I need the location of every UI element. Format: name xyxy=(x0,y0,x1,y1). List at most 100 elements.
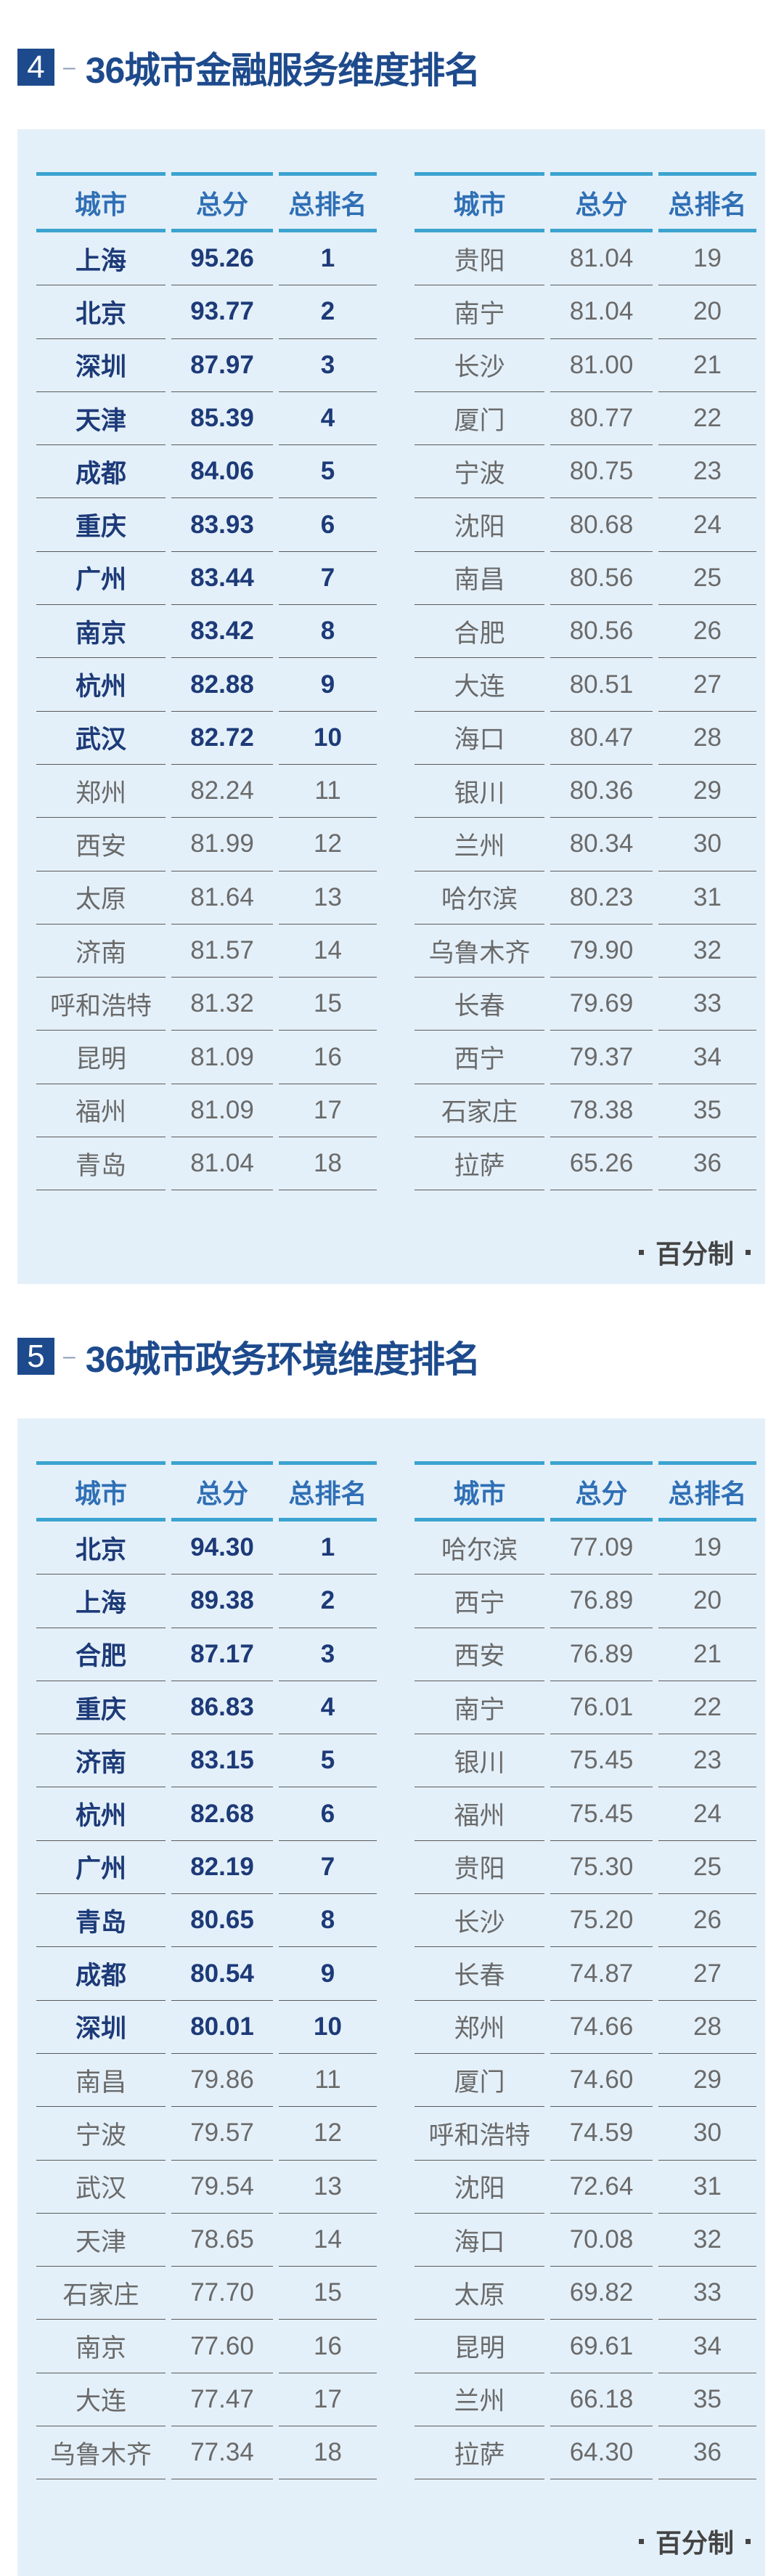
table-cell-score: 64.30 xyxy=(550,2426,653,2480)
table-cell-rank: 15 xyxy=(279,2267,377,2320)
table-cell-city: 兰州 xyxy=(415,2373,544,2427)
table-cell-city: 深圳 xyxy=(36,2001,166,2054)
table-cell-city: 深圳 xyxy=(36,339,166,392)
table-cell-city: 长春 xyxy=(415,1947,544,2001)
table-cell-rank: 8 xyxy=(279,1894,377,1948)
table-cell-city: 石家庄 xyxy=(36,2267,166,2320)
table-cell-rank: 14 xyxy=(279,2214,377,2267)
table-cell-city: 太原 xyxy=(36,871,166,925)
table-cell-rank: 30 xyxy=(658,818,756,871)
table-cell-rank: 14 xyxy=(279,925,377,978)
table-cell-rank: 7 xyxy=(279,552,377,606)
table-cell-rank: 36 xyxy=(658,2426,756,2480)
table-cell-rank: 22 xyxy=(658,1681,756,1735)
table-cell-score: 83.93 xyxy=(171,498,273,552)
table-cell-score: 76.01 xyxy=(550,1681,653,1735)
table-cell-rank: 29 xyxy=(658,765,756,818)
column-header-city: 城市 xyxy=(415,172,544,232)
table-cell-score: 77.47 xyxy=(171,2373,273,2427)
table-cell-rank: 24 xyxy=(658,498,756,552)
table-cell-score: 81.09 xyxy=(171,1084,273,1138)
table-cell-score: 81.99 xyxy=(171,818,273,871)
table-cell-rank: 32 xyxy=(658,925,756,978)
table-cell-rank: 34 xyxy=(658,2320,756,2373)
table-cell-score: 75.45 xyxy=(550,1734,653,1788)
table-cell-rank: 16 xyxy=(279,2320,377,2373)
table-cell-city: 广州 xyxy=(36,1841,166,1895)
table-cell-rank: 1 xyxy=(279,1521,377,1575)
table-cell-rank: 6 xyxy=(279,1787,377,1841)
table-cell-city: 成都 xyxy=(36,1947,166,2001)
table-cell-city: 哈尔滨 xyxy=(415,1521,544,1575)
table-cell-score: 82.88 xyxy=(171,658,273,712)
table-cell-rank: 23 xyxy=(658,1734,756,1788)
table-cell-city: 大连 xyxy=(36,2373,166,2427)
table-cell-rank: 3 xyxy=(279,339,377,392)
table-cell-rank: 19 xyxy=(658,232,756,286)
table-cell-city: 济南 xyxy=(36,925,166,978)
table-cell-score: 81.04 xyxy=(550,285,653,339)
table-cell-score: 81.00 xyxy=(550,339,653,392)
table-cell-rank: 21 xyxy=(658,339,756,392)
table-cell-rank: 7 xyxy=(279,1841,377,1895)
table-cell-score: 80.54 xyxy=(171,1947,273,2001)
table-cell-city: 武汉 xyxy=(36,712,166,765)
table-cell-rank: 30 xyxy=(658,2107,756,2161)
table-cell-score: 75.30 xyxy=(550,1841,653,1895)
table-cell-rank: 17 xyxy=(279,2373,377,2427)
table-cell-score: 80.51 xyxy=(550,658,653,712)
column-header-score: 总分 xyxy=(171,172,273,232)
table-cell-score: 76.89 xyxy=(550,1575,653,1628)
table-cell-rank: 36 xyxy=(658,1137,756,1191)
table-cell-rank: 19 xyxy=(658,1521,756,1575)
table-cell-score: 69.61 xyxy=(550,2320,653,2373)
column-header-city: 城市 xyxy=(36,1461,166,1521)
table-cell-city: 合肥 xyxy=(36,1628,166,1681)
table-cell-city: 北京 xyxy=(36,1521,166,1575)
table-cell-score: 83.15 xyxy=(171,1734,273,1788)
table-cell-city: 海口 xyxy=(415,712,544,765)
table-cell-score: 80.23 xyxy=(550,871,653,925)
table-cell-score: 81.57 xyxy=(171,925,273,978)
table-cell-city: 天津 xyxy=(36,392,166,446)
table-cell-score: 74.87 xyxy=(550,1947,653,2001)
column-header-rank: 总排名 xyxy=(658,172,756,232)
table-cell-score: 79.86 xyxy=(171,2054,273,2108)
table-cell-rank: 5 xyxy=(279,445,377,499)
table-cell-city: 广州 xyxy=(36,552,166,606)
table-cell-score: 83.44 xyxy=(171,552,273,606)
column-header-score: 总分 xyxy=(550,172,653,232)
table-cell-city: 重庆 xyxy=(36,498,166,552)
table-cell-score: 74.59 xyxy=(550,2107,653,2161)
table-cell-score: 77.34 xyxy=(171,2426,273,2480)
section-header: 4 – 36城市金融服务维度排名 xyxy=(17,49,481,91)
table-cell-score: 79.69 xyxy=(550,978,653,1031)
table-cell-city: 西安 xyxy=(415,1628,544,1681)
table-cell-rank: 31 xyxy=(658,2161,756,2214)
table-cell-city: 乌鲁木齐 xyxy=(415,925,544,978)
table-cell-score: 95.26 xyxy=(171,232,273,286)
table-cell-rank: 12 xyxy=(279,818,377,871)
table-cell-score: 82.68 xyxy=(171,1787,273,1841)
table-cell-city: 合肥 xyxy=(415,605,544,659)
table-cell-city: 沈阳 xyxy=(415,2161,544,2214)
table-cell-city: 长沙 xyxy=(415,339,544,392)
table-cell-city: 哈尔滨 xyxy=(415,871,544,925)
table-cell-score: 89.38 xyxy=(171,1575,273,1628)
table-cell-score: 80.56 xyxy=(550,552,653,606)
table-cell-city: 厦门 xyxy=(415,2054,544,2108)
table-cell-city: 郑州 xyxy=(415,2001,544,2054)
table-cell-rank: 27 xyxy=(658,658,756,712)
column-header-rank: 总排名 xyxy=(279,172,377,232)
table-cell-rank: 28 xyxy=(658,2001,756,2054)
unit-label: 百分制 xyxy=(655,2528,734,2558)
table-cell-rank: 1 xyxy=(279,232,377,286)
section-title: 36城市金融服务维度排名 xyxy=(85,49,481,91)
table-cell-rank: 12 xyxy=(279,2107,377,2161)
table-cell-score: 70.08 xyxy=(550,2214,653,2267)
ranking-table-left: 城市 总分 总排名 北京 94.30 1 上海 89.38 2 合肥 87.17 3 重庆 86.83 4 济… xyxy=(36,1461,377,2480)
table-cell-rank: 13 xyxy=(279,2161,377,2214)
table-cell-rank: 2 xyxy=(279,285,377,339)
table-cell-rank: 25 xyxy=(658,1841,756,1895)
table-cell-score: 80.34 xyxy=(550,818,653,871)
